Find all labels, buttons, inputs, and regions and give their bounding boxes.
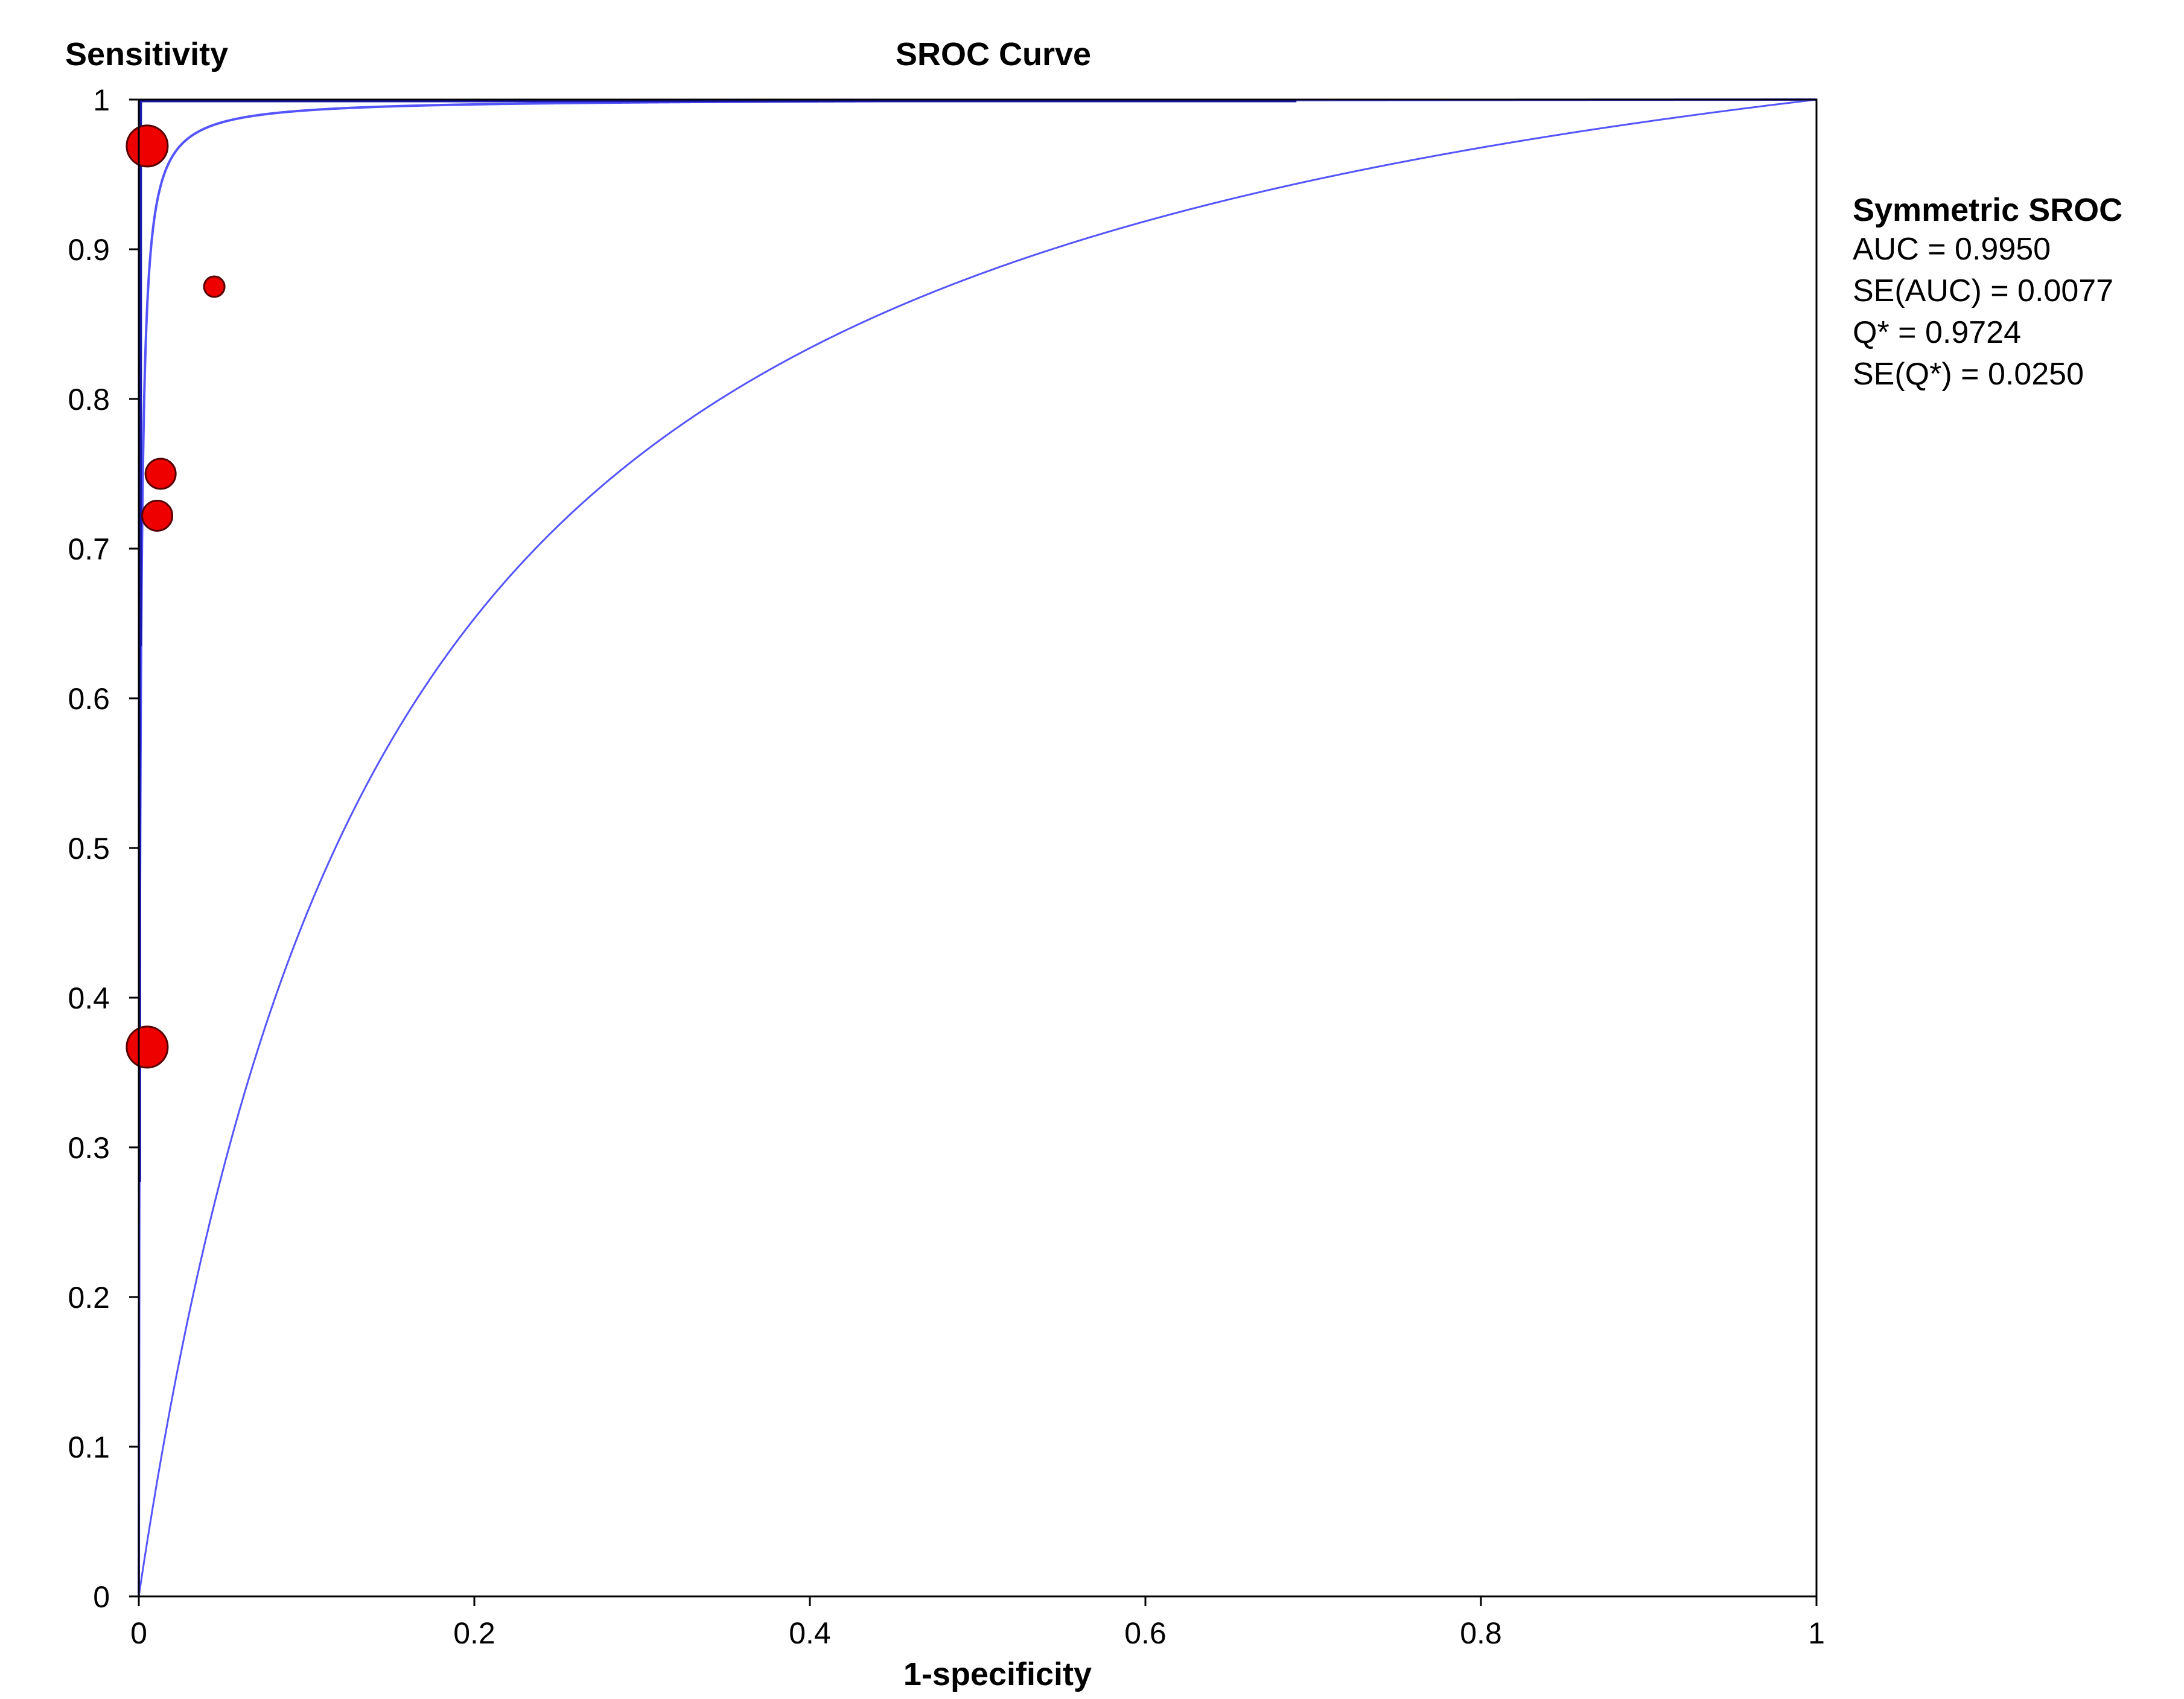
y-axis-label: Sensitivity bbox=[65, 36, 228, 72]
legend: Symmetric SROC AUC = 0.9950 SE(AUC) = 0.… bbox=[1853, 192, 2122, 392]
plot-frame bbox=[138, 98, 1818, 1598]
y-tick-label: 0.7 bbox=[68, 532, 110, 566]
y-tick-label: 0.5 bbox=[68, 832, 110, 865]
y-tick-label: 0.8 bbox=[68, 383, 110, 416]
x-tick-label: 0.6 bbox=[1124, 1616, 1167, 1650]
study-points bbox=[126, 124, 226, 1069]
chart-title: SROC Curve bbox=[896, 36, 1091, 72]
study-point bbox=[203, 275, 226, 298]
x-axis-label: 1-specificity bbox=[903, 1656, 1092, 1692]
y-tick-label: 1 bbox=[93, 83, 110, 117]
study-point bbox=[126, 1025, 169, 1069]
y-tick-label: 0 bbox=[93, 1580, 110, 1614]
y-tick-label: 0.3 bbox=[68, 1131, 110, 1165]
legend-se-q-star: SE(Q*) = 0.0250 bbox=[1853, 357, 2084, 392]
x-tick-label: 0 bbox=[130, 1616, 147, 1650]
legend-title: Symmetric SROC bbox=[1853, 192, 2122, 228]
legend-q-star: Q* = 0.9724 bbox=[1853, 315, 2021, 350]
x-tick-label: 1 bbox=[1808, 1616, 1825, 1650]
axis-ticks: 0 0.2 0.4 0.6 0.8 1 0 0.1 0.2 0.3 0.4 0.5 0.6 0.7 0.8 0… bbox=[68, 83, 1824, 1650]
study-point bbox=[141, 499, 174, 532]
x-tick-label: 0.8 bbox=[1460, 1616, 1502, 1650]
sroc-lower-curve bbox=[138, 98, 1817, 1598]
y-tick-label: 0.9 bbox=[68, 233, 110, 267]
y-tick-label: 0.1 bbox=[68, 1430, 110, 1464]
legend-auc: AUC = 0.9950 bbox=[1853, 232, 2051, 267]
y-tick-label: 0.6 bbox=[68, 682, 110, 716]
y-tick-label: 0.2 bbox=[68, 1281, 110, 1315]
study-point bbox=[126, 124, 169, 168]
study-point bbox=[144, 457, 177, 490]
legend-se-auc: SE(AUC) = 0.0077 bbox=[1853, 273, 2113, 308]
y-tick-label: 0.4 bbox=[68, 981, 110, 1015]
x-tick-label: 0.2 bbox=[453, 1616, 495, 1650]
x-tick-label: 0.4 bbox=[789, 1616, 831, 1650]
